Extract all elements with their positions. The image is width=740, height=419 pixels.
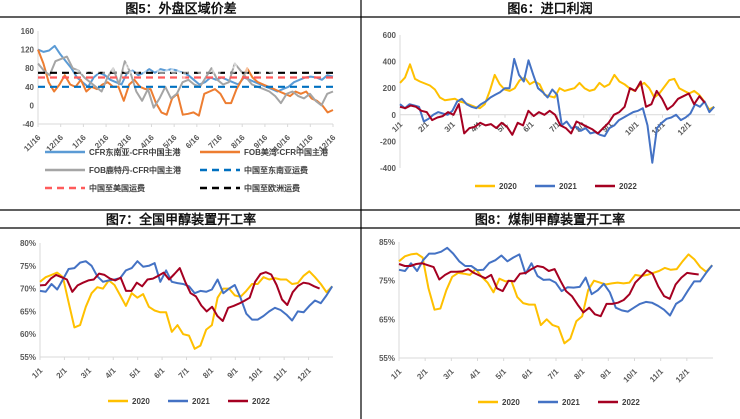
x-tick-label: 11/1: [650, 119, 667, 136]
x-tick-label: 2/1: [55, 366, 70, 381]
legend-label: FOB美湾-CFR中国主港: [244, 147, 329, 157]
chart-3: 55% 65% 75% 85% 1/1 2/1 3/1 4/1 5/1 6/1 7/1 8/1 9/1 1…: [379, 238, 713, 407]
y-tick-label: 65%: [379, 315, 395, 324]
y-tick-label: 160: [21, 27, 35, 36]
y-tick-label: 85%: [379, 238, 395, 247]
chart-title: 图8：煤制甲醇装置开工率: [475, 212, 625, 227]
series-line-2021: [398, 246, 713, 317]
y-tick-label: 55%: [379, 354, 395, 363]
x-tick-label: 12/1: [296, 366, 314, 384]
y-tick-label: 75%: [20, 262, 36, 271]
x-tick-label: 1/1: [389, 367, 404, 382]
series-line-2021: [399, 57, 715, 164]
y-tick-label: -200: [380, 137, 397, 146]
y-tick-label: 200: [383, 84, 397, 93]
x-tick-label: 7/1: [177, 366, 192, 381]
y-tick-label: 75%: [379, 277, 395, 286]
x-tick-label: 10/1: [623, 119, 641, 137]
y-tick-label: -40: [22, 120, 34, 129]
y-tick-label: -400: [380, 164, 397, 173]
x-tick-label: 1/16: [70, 133, 88, 151]
legend-label: 2021: [192, 397, 210, 406]
y-tick-label: 600: [383, 31, 397, 40]
y-tick-label: 0: [392, 111, 397, 120]
x-tick-label: 12/1: [676, 119, 694, 137]
legend-label: 中国至东南亚运费: [244, 165, 308, 175]
legend-label: 2020: [502, 398, 520, 407]
x-tick-label: 7/16: [207, 133, 225, 151]
y-tick-label: 55%: [20, 353, 36, 362]
x-tick-label: 9/1: [599, 367, 614, 382]
y-tick-label: 60%: [20, 330, 36, 339]
legend-label: 2020: [499, 182, 517, 191]
x-tick-label: 3/1: [79, 366, 94, 381]
watermark: Apowersoft: [74, 24, 198, 49]
x-tick-label: 11/1: [272, 366, 289, 383]
series-line-2022: [398, 262, 699, 318]
chart-title: 图5：外盘区域价差: [125, 1, 236, 16]
y-tick-label: 80%: [20, 239, 36, 248]
series-line-2020: [399, 63, 715, 111]
series-line-FOB鹿特丹-CFR中国主港: [37, 55, 334, 109]
y-tick-label: 120: [21, 46, 35, 55]
x-tick-label: 5/1: [128, 366, 143, 381]
x-tick-label: 10/1: [622, 367, 640, 385]
x-tick-label: 12/16: [45, 133, 66, 154]
x-tick-label: 7/1: [548, 119, 563, 134]
x-tick-label: 3/1: [442, 367, 457, 382]
legend-label: CFR东南亚-CFR中国主港: [89, 147, 182, 157]
legend-label: 中国至美国运费: [89, 183, 145, 193]
legend-label: 2021: [559, 182, 577, 191]
series-line-FOB美湾-CFR中国主港: [37, 49, 334, 117]
y-tick-label: 400: [383, 58, 397, 67]
chart-title: 图7：全国甲醇装置开工率: [106, 212, 256, 227]
x-tick-label: 4/1: [103, 366, 118, 381]
x-tick-label: 1/1: [30, 366, 45, 381]
y-tick-label: 65%: [20, 307, 36, 316]
series-line-2020: [398, 252, 713, 345]
legend-label: FOB鹿特丹-CFR中国主港: [89, 165, 182, 175]
x-tick-label: 10/1: [247, 366, 265, 384]
x-tick-label: 2/1: [415, 367, 430, 382]
x-tick-label: 11/16: [22, 133, 43, 154]
x-tick-label: 7/1: [546, 367, 561, 382]
series-line-2020: [39, 270, 333, 350]
y-tick-label: 80: [25, 64, 34, 73]
y-tick-label: 70%: [20, 285, 36, 294]
y-tick-label: 0: [30, 101, 35, 110]
x-tick-label: 9/1: [226, 366, 241, 381]
x-tick-label: 4/1: [468, 367, 483, 382]
x-tick-label: 3/1: [443, 119, 458, 134]
x-tick-label: 8/1: [201, 366, 216, 381]
x-tick-label: 8/1: [572, 367, 587, 382]
legend-label: 2020: [132, 397, 150, 406]
watermark: Screen Capture Pro: [75, 54, 280, 79]
chart-title: 图6：进口利润: [507, 1, 592, 16]
series-line-2022: [39, 267, 320, 322]
x-tick-label: 6/1: [152, 366, 167, 381]
x-tick-label: 5/1: [494, 367, 509, 382]
legend-label: 2022: [619, 182, 637, 191]
series-line-2022: [399, 80, 706, 136]
legend-label: 2021: [562, 398, 580, 407]
x-tick-label: 12/1: [674, 367, 692, 385]
x-tick-label: 6/16: [184, 133, 202, 151]
legend-label: 2022: [622, 398, 640, 407]
chart-2: 55% 60% 65% 70% 75% 80% 1/1 2/1 3/1 4/1 5/1 6/1 7/1 8…: [20, 239, 334, 406]
x-tick-label: 6/1: [520, 367, 535, 382]
legend-label: 2022: [252, 397, 270, 406]
legend-label: 中国至欧洲运费: [244, 183, 300, 193]
x-tick-label: 1/1: [390, 119, 405, 134]
y-tick-label: 40: [25, 83, 34, 92]
x-tick-label: 11/1: [648, 367, 665, 384]
